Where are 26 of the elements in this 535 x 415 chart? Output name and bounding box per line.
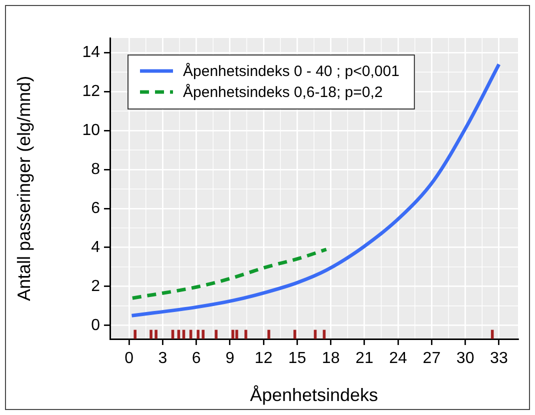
x-tick-label: 27	[422, 350, 441, 368]
x-tick-label: 15	[288, 350, 306, 368]
y-tick-label: 8	[91, 160, 100, 178]
y-axis-title: Antall passeringer (elg/mnd)	[14, 76, 34, 302]
x-tick-label: 30	[456, 350, 474, 368]
x-tick-label: 24	[389, 350, 408, 368]
y-tick-label: 0	[91, 316, 100, 334]
x-tick-label: 3	[158, 350, 168, 368]
x-tick-label: 33	[490, 350, 508, 368]
legend-label: Åpenhetsindeks 0 - 40 ; p<0,001	[183, 62, 400, 80]
y-tick-label: 14	[82, 44, 100, 62]
x-tick-label: 18	[322, 350, 340, 368]
y-tick-label: 6	[91, 200, 100, 217]
y-tick-label: 4	[91, 238, 100, 256]
x-tick-label: 12	[254, 350, 273, 368]
x-tick-label: 6	[192, 350, 201, 368]
x-axis-title: Åpenhetsindeks	[250, 385, 378, 406]
line-series	[130, 248, 328, 300]
x-tick-label: 0	[124, 350, 134, 368]
line-series	[130, 62, 501, 318]
x-tick-label: 9	[225, 350, 234, 368]
y-tick-label: 12	[82, 82, 100, 100]
legend-label: Åpenhetsindeks 0,6-18; p=0,2	[183, 83, 383, 102]
y-tick-label: 10	[82, 122, 100, 139]
y-tick-label: 2	[91, 278, 100, 295]
x-tick-label: 21	[356, 350, 374, 368]
